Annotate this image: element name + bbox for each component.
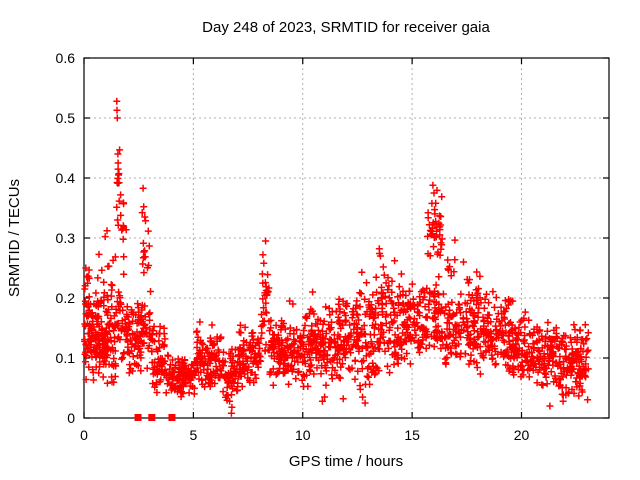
- scatter-series-srmtid: [81, 97, 592, 417]
- y-tick-label-0.5: 0.5: [56, 110, 76, 126]
- y-tick-label-0.6: 0.6: [56, 50, 76, 66]
- y-tick-label-0.4: 0.4: [56, 170, 76, 186]
- y-tick-label-0.1: 0.1: [56, 350, 76, 366]
- baseline-flag-markers: [134, 414, 176, 421]
- flag-square-marker: [168, 414, 176, 421]
- y-tick-label-0.2: 0.2: [56, 290, 76, 306]
- x-tick-label-20: 20: [514, 427, 530, 443]
- x-tick-label-5: 5: [189, 427, 197, 443]
- y-tick-label-0.3: 0.3: [56, 230, 76, 246]
- x-tick-label-15: 15: [404, 427, 420, 443]
- tick-labels: 0 5 10 15 20 0 0.1 0.2 0.3 0.4 0.5 0.6: [56, 50, 530, 443]
- x-axis-label: GPS time / hours: [289, 453, 403, 470]
- x-tick-label-0: 0: [80, 427, 88, 443]
- x-tick-label-10: 10: [295, 427, 311, 443]
- chart-title: Day 248 of 2023, SRMTID for receiver gai…: [202, 19, 490, 36]
- flag-square-marker: [134, 414, 142, 421]
- tick-marks: [83, 57, 609, 419]
- y-axis-label: SRMTID / TECUs: [6, 179, 23, 297]
- flag-square-marker: [148, 414, 156, 421]
- y-tick-label-0: 0: [67, 410, 75, 426]
